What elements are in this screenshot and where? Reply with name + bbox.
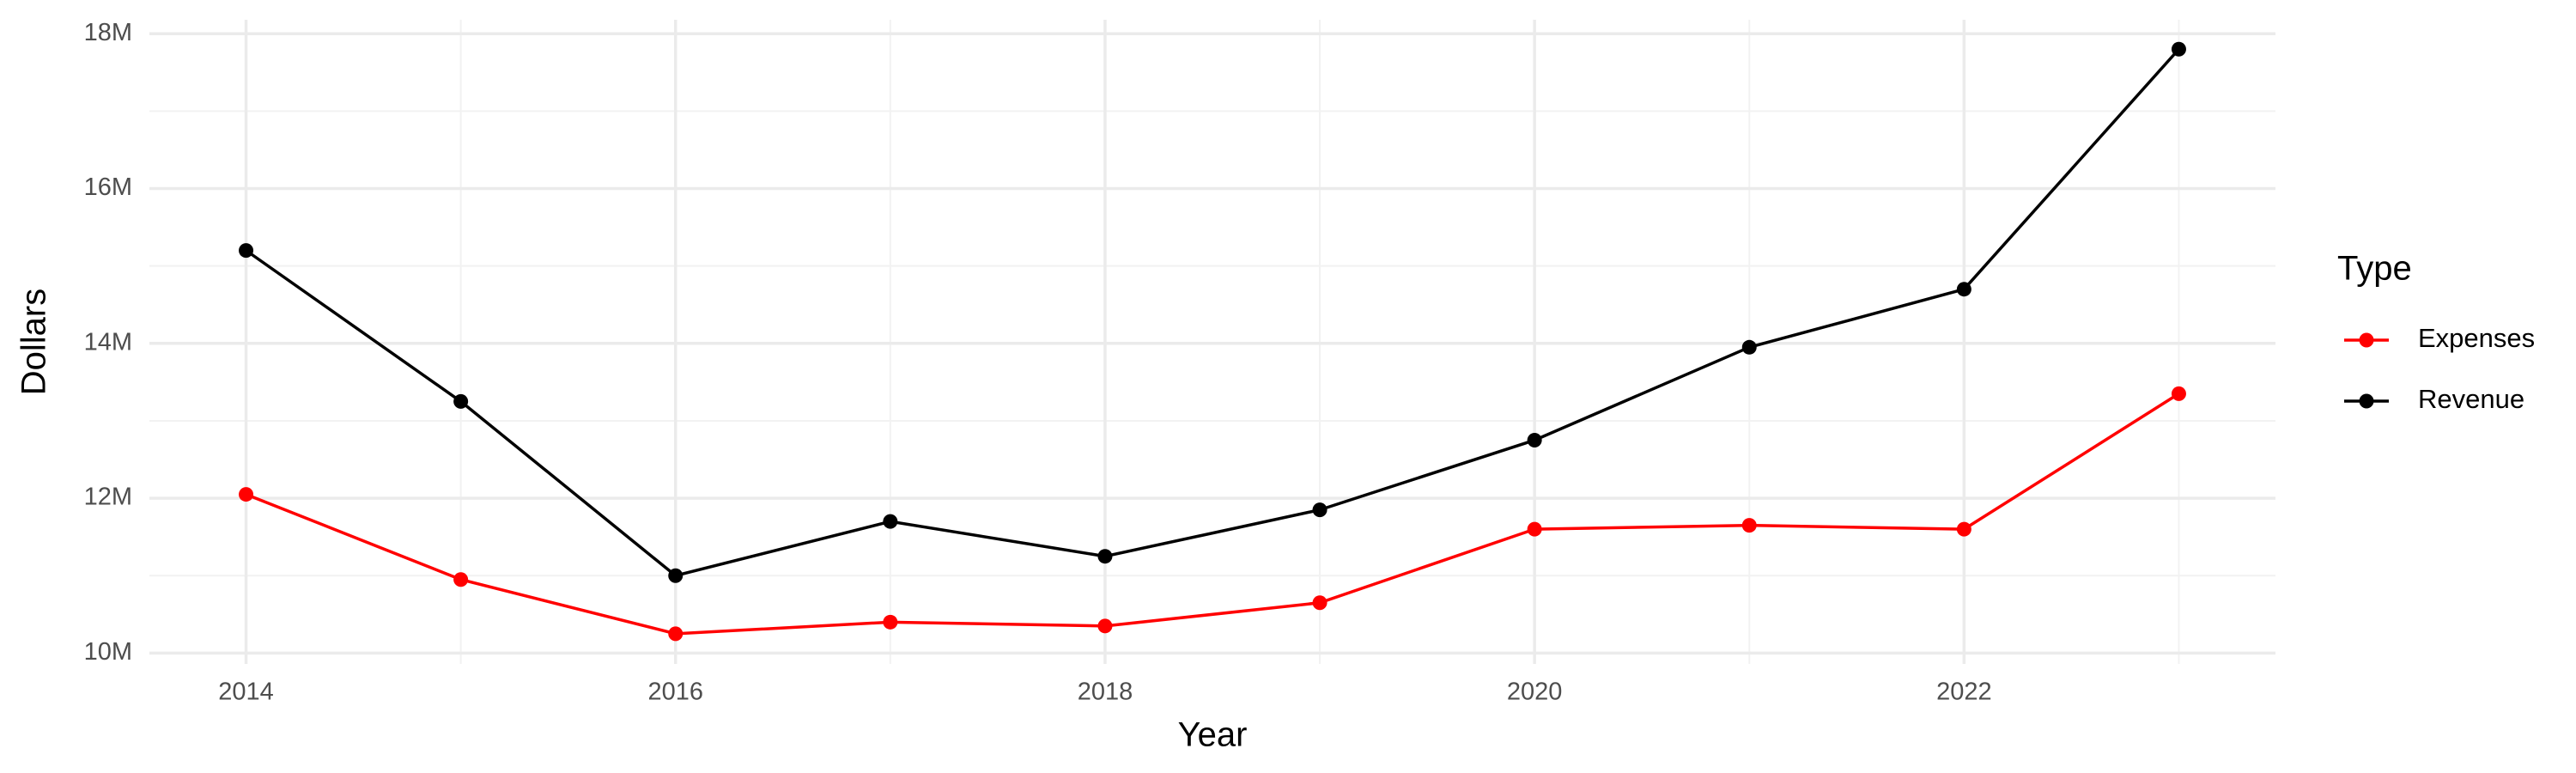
data-point — [453, 572, 469, 587]
x-tick-label: 2016 — [647, 679, 703, 706]
x-axis-title: Year — [1178, 716, 1248, 754]
data-point — [668, 626, 683, 642]
y-tick-label: 10M — [84, 638, 132, 666]
data-point — [883, 614, 898, 630]
data-point — [883, 514, 898, 529]
y-tick-label: 12M — [84, 484, 132, 511]
data-point — [2171, 41, 2186, 57]
x-tick-label: 2022 — [1936, 679, 1992, 706]
data-point — [668, 568, 683, 583]
data-point — [239, 487, 254, 502]
y-axis-title: Dollars — [15, 289, 53, 395]
data-point — [1312, 595, 1327, 611]
data-point — [1097, 618, 1113, 634]
legend-key-point — [2359, 332, 2374, 348]
data-point — [453, 393, 469, 409]
series-line — [245, 48, 2180, 578]
legend-label: Revenue — [2418, 384, 2524, 414]
data-point — [1312, 502, 1327, 518]
data-point — [1956, 521, 1971, 537]
y-tick-label: 18M — [84, 19, 132, 46]
data-point — [1741, 518, 1757, 533]
y-tick-label: 14M — [84, 328, 132, 356]
data-point — [1956, 282, 1971, 297]
x-tick-label: 2020 — [1507, 679, 1563, 706]
x-tick-label: 2014 — [218, 679, 274, 706]
legend-title: Type — [2337, 250, 2412, 288]
data-point — [239, 243, 254, 259]
data-point — [1741, 339, 1757, 355]
series-line — [245, 392, 2180, 636]
legend-label: Expenses — [2418, 323, 2535, 353]
x-tick-label: 2018 — [1078, 679, 1133, 706]
data-point — [1527, 521, 1542, 537]
data-point — [2171, 386, 2186, 401]
data-point — [1097, 549, 1113, 564]
data-point — [1527, 432, 1542, 447]
legend-key-point — [2359, 393, 2374, 409]
y-tick-label: 16M — [84, 173, 132, 201]
